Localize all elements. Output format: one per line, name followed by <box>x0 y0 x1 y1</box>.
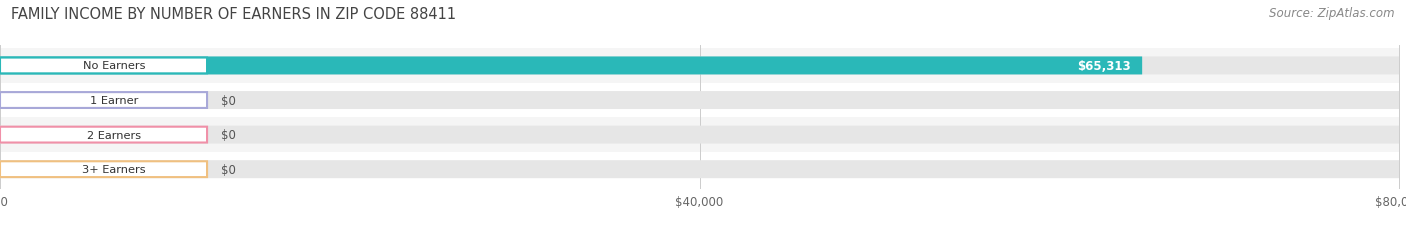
Text: 1 Earner: 1 Earner <box>90 96 138 106</box>
Bar <box>0 49 1399 83</box>
Text: $0: $0 <box>221 163 236 176</box>
Text: $65,313: $65,313 <box>1077 60 1130 73</box>
FancyBboxPatch shape <box>0 57 1142 75</box>
Text: FAMILY INCOME BY NUMBER OF EARNERS IN ZIP CODE 88411: FAMILY INCOME BY NUMBER OF EARNERS IN ZI… <box>11 7 457 22</box>
Text: Source: ZipAtlas.com: Source: ZipAtlas.com <box>1270 7 1395 20</box>
Text: $0: $0 <box>221 94 236 107</box>
FancyBboxPatch shape <box>0 93 207 109</box>
FancyBboxPatch shape <box>0 58 207 74</box>
Text: 3+ Earners: 3+ Earners <box>82 164 146 174</box>
Text: 2 Earners: 2 Earners <box>87 130 141 140</box>
Bar <box>0 118 1399 152</box>
FancyBboxPatch shape <box>0 92 1399 109</box>
FancyBboxPatch shape <box>0 57 1399 75</box>
FancyBboxPatch shape <box>0 161 1399 178</box>
Bar <box>0 83 1399 118</box>
Text: No Earners: No Earners <box>83 61 145 71</box>
FancyBboxPatch shape <box>0 161 207 177</box>
FancyBboxPatch shape <box>0 126 1399 144</box>
Text: $0: $0 <box>221 129 236 142</box>
Bar <box>0 152 1399 187</box>
FancyBboxPatch shape <box>0 127 207 143</box>
